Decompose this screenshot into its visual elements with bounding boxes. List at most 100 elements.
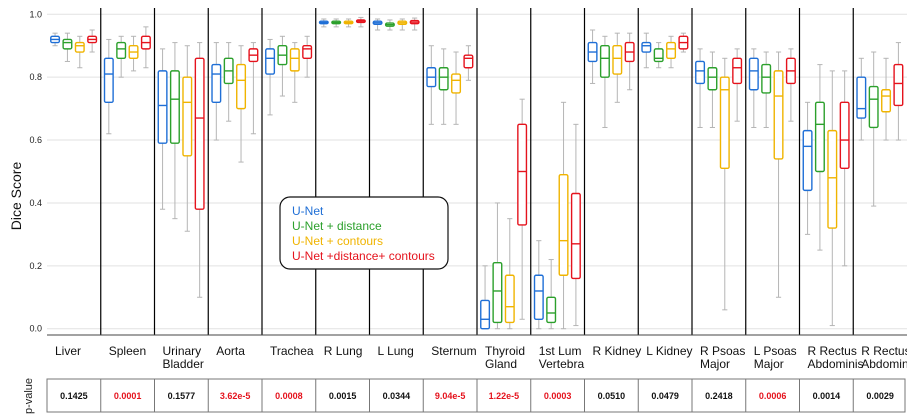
y-tick-label: 1.0 [29,9,42,19]
category-label: L Lung [378,344,414,358]
box [533,240,544,330]
pvalue-cell: 9.04e-5 [435,391,466,401]
box-body [868,85,879,129]
box-body [438,67,449,91]
category-label: R Rectus [861,344,907,358]
pvalue-cell: 0.0003 [544,391,572,401]
box-body [265,48,276,75]
pvalue-cell: 0.0015 [329,391,357,401]
box [666,35,677,69]
legend-entry: U-Net [292,204,324,218]
box-body [182,76,193,157]
pvalue-cell: 0.0479 [651,391,679,401]
box [881,57,892,141]
box [827,70,838,327]
category-label: Major [754,357,784,371]
box [587,29,598,84]
y-ticks: 0.0 0.2 0.4 0.6 0.8 1.0 [29,9,42,333]
box-body [492,261,503,324]
category-group [533,101,581,330]
box [678,32,689,53]
box [653,42,664,69]
category-group [587,29,635,128]
legend-box [279,196,449,270]
box-body [533,274,544,320]
box-body [157,70,168,144]
category-group [641,32,689,69]
boxes [50,16,904,330]
category-label: L Kidney [646,344,692,358]
box [463,45,474,81]
category-label: Abdominis [861,357,907,371]
box-body [480,299,491,330]
box-body [103,57,114,104]
category-group [157,42,205,298]
category-group [50,29,98,69]
category-label: 1st Lum [539,344,582,358]
box [856,57,867,141]
legend-entry: U-Net + distance [292,219,382,233]
category-group [856,42,904,207]
category-group [480,98,528,330]
box [707,51,718,128]
category-group [372,17,420,31]
box-body [856,76,867,119]
box-body [504,274,515,324]
box-body [653,48,664,63]
box [50,32,61,47]
box [839,70,850,267]
category-label: Vertebra [539,357,585,371]
y-tick-label: 0.6 [29,135,42,145]
box-body [748,57,759,91]
pvalue-cell: 0.0001 [114,391,142,401]
box [194,42,205,298]
box [570,123,581,327]
category-label: Major [700,357,730,371]
box-body [451,73,462,94]
box-body [666,41,677,60]
box-body [194,57,205,210]
box [182,45,193,232]
box-body [719,76,730,170]
category-group [426,45,474,125]
box [103,38,114,135]
box-body [827,129,838,229]
box [331,18,342,28]
box [517,98,528,320]
category-label: Thyroid [485,344,525,358]
box [773,51,784,298]
box [318,18,329,28]
category-label: Spleen [109,344,146,358]
box [814,64,825,251]
box-body [773,70,784,160]
box-body [289,48,300,72]
box [289,42,300,103]
box-body [881,89,892,113]
box-body [302,45,313,60]
box [438,48,449,125]
box [302,35,313,78]
box [223,42,234,122]
category-label: Trachea [270,344,314,358]
box [74,35,85,69]
box [504,218,515,330]
box [492,202,503,330]
pvalue-cell: 0.0014 [813,391,841,401]
category-group [265,35,313,116]
box [355,16,366,28]
category-label: R Kidney [593,344,642,358]
box-body [814,101,825,173]
box-body [116,41,127,60]
category-group [748,48,796,298]
box-body [612,45,623,75]
box [719,57,730,311]
box [169,42,180,220]
box-body [169,70,180,144]
pvalue-cell: 0.2418 [705,391,733,401]
pvalue-cell: 0.1577 [168,391,196,401]
box [785,48,796,122]
category-group [802,64,850,327]
